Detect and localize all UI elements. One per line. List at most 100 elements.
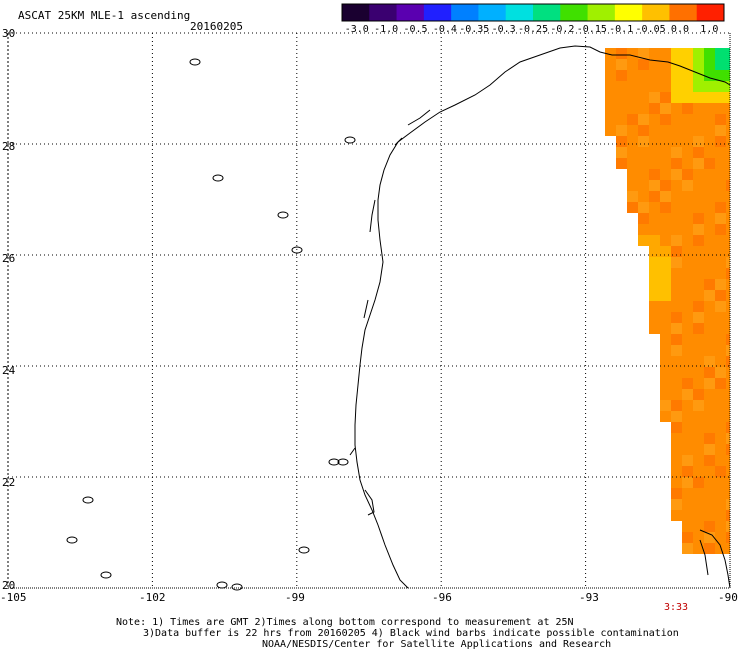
swath-cell: [726, 235, 730, 246]
swath-cell: [682, 323, 693, 334]
swath-cell: [671, 334, 682, 345]
graticule: [7, 32, 731, 589]
swath-cell: [693, 301, 704, 312]
swath-cell: [704, 257, 715, 268]
swath-cell: [704, 301, 715, 312]
lon-label-90: -90: [718, 591, 738, 604]
colorbar-segment: [396, 4, 425, 21]
swath-cell: [682, 213, 693, 224]
swath-cell: [671, 290, 682, 301]
colorbar-segment: [533, 4, 561, 21]
swath-cell: [726, 521, 730, 532]
swath-cell: [715, 246, 726, 257]
swath-cell: [693, 202, 704, 213]
swath-cell: [682, 400, 693, 411]
swath-cell: [682, 466, 693, 477]
map-title: ASCAT 25KM MLE-1 ascending: [18, 9, 191, 22]
swath-cell: [704, 367, 715, 378]
swath-cell: [715, 235, 726, 246]
swath-cell: [638, 136, 649, 147]
swath-cell: [726, 158, 730, 169]
swath-cell: [726, 444, 730, 455]
swath-cell: [693, 191, 704, 202]
swath-cell: [649, 323, 660, 334]
swath-cell: [649, 180, 660, 191]
swath-cell: [726, 323, 730, 334]
swath-cell: [715, 103, 726, 114]
swath-cell: [627, 59, 638, 70]
swath-cell: [715, 290, 726, 301]
swath-cell: [660, 257, 671, 268]
lake-outline: [100, 571, 112, 579]
swath-cell: [660, 235, 671, 246]
swath-cell: [616, 158, 627, 169]
swath-cell: [660, 367, 671, 378]
swath-cell: [715, 202, 726, 213]
swath-cell: [616, 48, 627, 59]
swath-cell: [704, 158, 715, 169]
lake-outline: [66, 536, 78, 544]
swath-cell: [649, 70, 660, 81]
swath-cell: [660, 334, 671, 345]
swath-cell: [660, 48, 671, 59]
swath-cell: [715, 477, 726, 488]
lake-outline: [231, 583, 243, 591]
swath-cell: [726, 81, 730, 92]
swath-cell: [638, 92, 649, 103]
swath-cell: [693, 477, 704, 488]
swath-cell: [715, 323, 726, 334]
swath-cell: [682, 125, 693, 136]
swath-cell: [704, 290, 715, 301]
swath-cell: [693, 279, 704, 290]
lake-outline: [216, 581, 228, 589]
colorbar-segment: [696, 4, 725, 21]
swath-cell: [704, 48, 715, 59]
colorbar-label: -3.0: [344, 24, 369, 35]
swath-cell: [726, 103, 730, 114]
swath-cell: [671, 114, 682, 125]
swath-cell: [693, 499, 704, 510]
swath-cell: [726, 70, 730, 81]
swath-cell: [649, 202, 660, 213]
swath-cell: [693, 356, 704, 367]
colorbar-label: -0.4: [432, 24, 457, 35]
swath-cell: [682, 257, 693, 268]
swath-cell: [693, 257, 704, 268]
swath-cell: [660, 345, 671, 356]
swath-cell: [704, 235, 715, 246]
colorbar-segment: [369, 4, 398, 21]
swath-cell: [682, 422, 693, 433]
swath-cell: [638, 103, 649, 114]
coastline-gulf: [354, 45, 731, 589]
swath-cell: [693, 59, 704, 70]
swath-cell: [704, 114, 715, 125]
swath-cell: [616, 147, 627, 158]
lat-label-24: 24: [2, 364, 16, 377]
swath-cell: [726, 334, 730, 345]
swath-cell: [693, 246, 704, 257]
swath-cell: [726, 532, 730, 543]
swath-cell: [616, 136, 627, 147]
swath-cell: [726, 147, 730, 158]
swath-cell: [660, 301, 671, 312]
swath-cell: [649, 246, 660, 257]
swath-cell: [704, 378, 715, 389]
swath-cell: [671, 169, 682, 180]
swath-cell: [704, 246, 715, 257]
swath-cell: [693, 543, 704, 554]
swath-cell: [682, 279, 693, 290]
swath-cell: [671, 235, 682, 246]
swath-cell: [715, 169, 726, 180]
swath-cell: [726, 543, 730, 554]
swath-cell: [649, 301, 660, 312]
swath-cell: [682, 246, 693, 257]
swath-cell: [693, 136, 704, 147]
swath-cell: [649, 235, 660, 246]
swath-cell: [671, 510, 682, 521]
swath-cell: [726, 48, 730, 59]
swath-cell: [682, 444, 693, 455]
swath-cell: [726, 301, 730, 312]
swath-cell: [649, 147, 660, 158]
swath-cell: [704, 136, 715, 147]
